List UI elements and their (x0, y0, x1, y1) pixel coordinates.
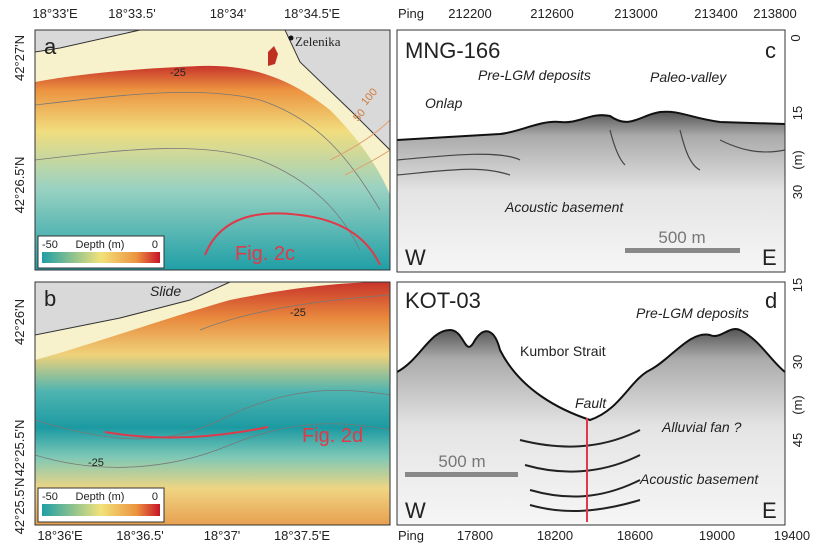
depth-tick: 15 (790, 106, 805, 120)
direction: E (762, 498, 777, 523)
lat-tick: 42°26'N (12, 299, 27, 345)
annotation: Acoustic basement (504, 199, 624, 215)
depth-unit: (m) (790, 150, 805, 170)
lat-tick: 42°26.5'N (12, 157, 27, 214)
depth-tick: 0 (788, 34, 803, 41)
body: a Zelenika -25 100 50 -50 Depth (m) 0 Fi… (0, 0, 814, 546)
ping-tick: 213000 (614, 6, 657, 21)
lon-tick: 18°34.5'E (284, 6, 340, 21)
lon-tick: 18°36'E (37, 528, 83, 543)
figure: a Zelenika -25 100 50 -50 Depth (m) 0 Fi… (0, 0, 814, 546)
lon-tick: 18°33.5' (108, 6, 155, 21)
colorbar (42, 252, 160, 263)
lat-tick: 42°25.5'N (12, 478, 27, 535)
scale-label: 500 m (438, 452, 485, 471)
ping-tick: 213800 (753, 6, 796, 21)
panel-letter: d (765, 288, 777, 313)
annotation: Pre-LGM deposits (478, 67, 591, 83)
ping-label: Ping (398, 6, 424, 21)
lat-tick: 42°25.5'N (12, 420, 27, 477)
ping-tick: 19400 (774, 528, 810, 543)
annotation: Slide (150, 283, 181, 299)
colorbar-label: Depth (m) (76, 239, 125, 251)
ping-tick: 213400 (694, 6, 737, 21)
ping-tick: 18200 (537, 528, 573, 543)
contour-label: -25 (88, 457, 104, 469)
page: Bathymetry and seismic profiles { "panel… (0, 0, 814, 546)
place-marker (289, 36, 294, 41)
lon-tick: 18°37.5'E (274, 528, 330, 543)
profile-label: Fig. 2c (235, 243, 295, 265)
place-label: Zelenika (295, 34, 341, 49)
colorbar (42, 504, 160, 516)
direction: W (405, 498, 426, 523)
line-name: KOT-03 (405, 288, 481, 313)
annotation: Fault (575, 395, 607, 411)
scale-bar (405, 472, 518, 477)
panel-letter: a (44, 34, 57, 59)
colorbar-min: -50 (42, 239, 58, 251)
ping-tick: 18600 (617, 528, 653, 543)
scale-bar (625, 248, 740, 253)
seismic-c (397, 30, 785, 272)
ping-tick: 17800 (457, 528, 493, 543)
colorbar-max: 0 (152, 239, 158, 251)
lon-tick: 18°33'E (32, 6, 78, 21)
depth-unit: (m) (790, 395, 805, 415)
map-a (35, 30, 390, 270)
annotation: Acoustic basement (639, 471, 759, 487)
annotation: Onlap (425, 95, 463, 111)
colorbar-min: -50 (42, 491, 58, 503)
depth-tick: 30 (790, 185, 805, 199)
ping-tick: 19000 (699, 528, 735, 543)
lat-tick: 42°27'N (12, 35, 27, 81)
annotation: Pre-LGM deposits (636, 305, 749, 321)
panel-letter: c (765, 38, 776, 63)
ping-tick: 212200 (448, 6, 491, 21)
annotation: Paleo-valley (650, 69, 727, 85)
lon-tick: 18°34' (210, 6, 247, 21)
scale-label: 500 m (658, 228, 705, 247)
colorbar-label: Depth (m) (76, 491, 125, 503)
profile-label: Fig. 2d (302, 425, 363, 447)
colorbar-max: 0 (152, 491, 158, 503)
panel-letter: b (44, 286, 56, 311)
map-b (35, 282, 390, 525)
annotation: Kumbor Strait (520, 343, 606, 359)
contour-label: -25 (290, 307, 306, 319)
lon-tick: 18°36.5' (116, 528, 163, 543)
ping-label: Ping (398, 528, 424, 543)
contour-label: -25 (170, 67, 186, 79)
depth-tick: 45 (790, 433, 805, 447)
direction: E (762, 245, 777, 270)
depth-tick: 15 (790, 278, 805, 292)
depth-tick: 30 (790, 355, 805, 369)
lon-tick: 18°37' (204, 528, 241, 543)
line-name: MNG-166 (405, 38, 500, 63)
annotation: Alluvial fan ? (661, 419, 742, 435)
direction: W (405, 245, 426, 270)
ping-tick: 212600 (530, 6, 573, 21)
